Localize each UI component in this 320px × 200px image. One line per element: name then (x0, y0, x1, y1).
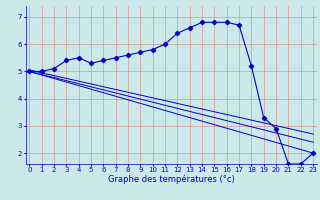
X-axis label: Graphe des températures (°c): Graphe des températures (°c) (108, 175, 235, 184)
